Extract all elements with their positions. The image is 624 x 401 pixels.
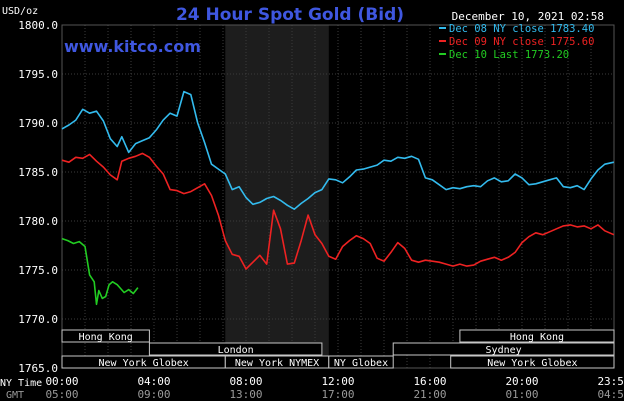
session-label: New York Globex: [98, 358, 188, 369]
y-tick-label: 1765.0: [18, 362, 58, 375]
x-tick-ny-label: 16:00: [413, 375, 446, 388]
y-tick-label: 1795.0: [18, 68, 58, 81]
x-tick-gmt-label: 13:00: [229, 388, 262, 401]
session-label: New York NYMEX: [235, 358, 319, 369]
session-box: [459, 329, 615, 343]
x-tick-ny-label: 20:00: [505, 375, 538, 388]
axes-layer: 1800.0 1795.0 1790.0 1785.0 1780.0 1775.0 1770…: [18, 19, 624, 401]
session-box: [61, 329, 150, 343]
chart-title: 24 Hour Spot Gold (Bid): [176, 5, 404, 25]
session-box: [392, 342, 615, 356]
session-label: Hong Kong: [79, 332, 133, 343]
gmt-label: GMT: [6, 390, 24, 401]
series-line-1: [61, 152, 615, 270]
legend-entry: Dec 08 NY close 1783.40: [449, 23, 594, 35]
x-tick-gmt-label: 04:59: [597, 388, 624, 401]
session-box: [450, 355, 615, 369]
x-tick-gmt-label: 01:00: [505, 388, 538, 401]
x-tick-ny-label: 00:00: [45, 375, 78, 388]
session-box: [328, 355, 394, 369]
y-tick-label: 1770.0: [18, 313, 58, 326]
session-label: Hong Kong: [510, 332, 564, 343]
series-line-0: [61, 90, 614, 210]
shaded-region-layer: [225, 25, 329, 368]
trading-sessions: Hong Kong Hong Kong London Sydney New York G…: [61, 329, 615, 369]
session-label: London: [218, 345, 254, 356]
brand-watermark: www.kitco.com: [64, 37, 201, 56]
session-label: Sydney: [486, 345, 522, 356]
x-tick-gmt-label: 09:00: [137, 388, 170, 401]
timestamp: December 10, 2021 02:58: [452, 10, 604, 23]
session-box: [148, 342, 323, 356]
legend-entry: Dec 09 NY close 1775.60: [449, 36, 594, 48]
y-tick-label: 1785.0: [18, 166, 58, 179]
y-tick-label: 1780.0: [18, 215, 58, 228]
series-line-2: [61, 237, 139, 306]
nymex-shaded-region: [225, 25, 329, 368]
ny-time-label: NY Time: [0, 378, 42, 389]
session-label: New York Globex: [487, 358, 577, 369]
x-tick-gmt-label: 05:00: [45, 388, 78, 401]
x-tick-ny-label: 04:00: [137, 375, 170, 388]
x-tick-ny-label: 23:59: [597, 375, 624, 388]
y-tick-label: 1800.0: [18, 19, 58, 32]
series-layer: [61, 90, 615, 306]
x-tick-ny-label: 12:00: [321, 375, 354, 388]
y-tick-label: 1790.0: [18, 117, 58, 130]
y-tick-label: 1775.0: [18, 264, 58, 277]
y-axis-label: USD/oz: [2, 6, 38, 17]
grid-layer: [61, 24, 615, 369]
session-label: NY Globex: [334, 358, 388, 369]
legend-entry: Dec 10 Last 1773.20: [449, 49, 569, 61]
x-tick-gmt-label: 17:00: [321, 388, 354, 401]
x-tick-gmt-label: 21:00: [413, 388, 446, 401]
x-tick-ny-label: 08:00: [229, 375, 262, 388]
